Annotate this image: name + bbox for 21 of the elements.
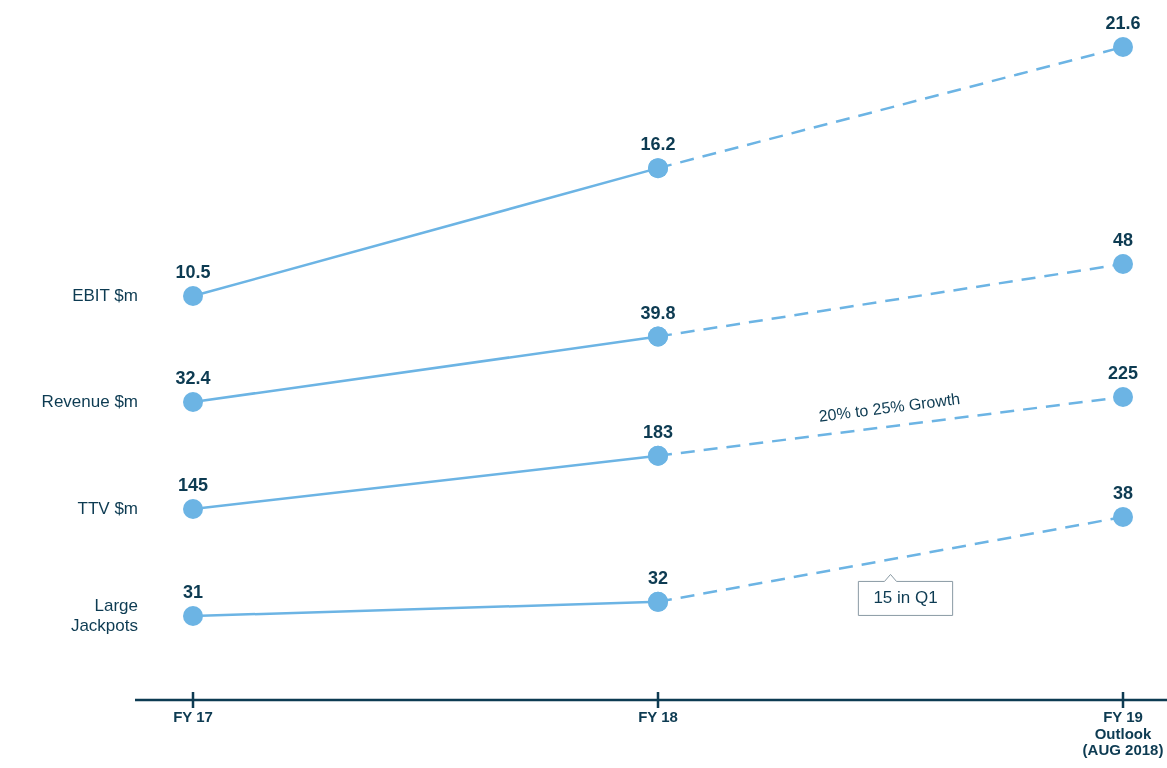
text: EBIT $m bbox=[72, 285, 138, 305]
annotation: 15 in Q1 bbox=[873, 588, 938, 608]
x-tick-label: FY 18 bbox=[638, 708, 678, 726]
data-label: 39.8 bbox=[640, 302, 676, 323]
x-tick-label: FY 19 Outlook (AUG 2018) bbox=[1082, 708, 1164, 759]
x-tick-label: FY 17 bbox=[173, 708, 213, 726]
text: TTV $m bbox=[77, 498, 138, 518]
data-label: 16.2 bbox=[640, 134, 676, 155]
data-label: 31 bbox=[182, 581, 204, 602]
data-label: 21.6 bbox=[1105, 12, 1141, 33]
data-label: 10.5 bbox=[175, 261, 211, 282]
data-label: 183 bbox=[642, 421, 674, 442]
annotation: 20% to 25% Growth bbox=[817, 390, 962, 425]
text: Revenue $m bbox=[41, 391, 138, 411]
text: Large Jackpots bbox=[70, 595, 138, 635]
data-label: 225 bbox=[1107, 362, 1139, 383]
data-label: 32 bbox=[647, 567, 669, 588]
data-label: 145 bbox=[177, 474, 209, 495]
data-label: 38 bbox=[1112, 482, 1134, 503]
data-label: 32.4 bbox=[175, 367, 211, 388]
data-label: 48 bbox=[1112, 229, 1134, 250]
